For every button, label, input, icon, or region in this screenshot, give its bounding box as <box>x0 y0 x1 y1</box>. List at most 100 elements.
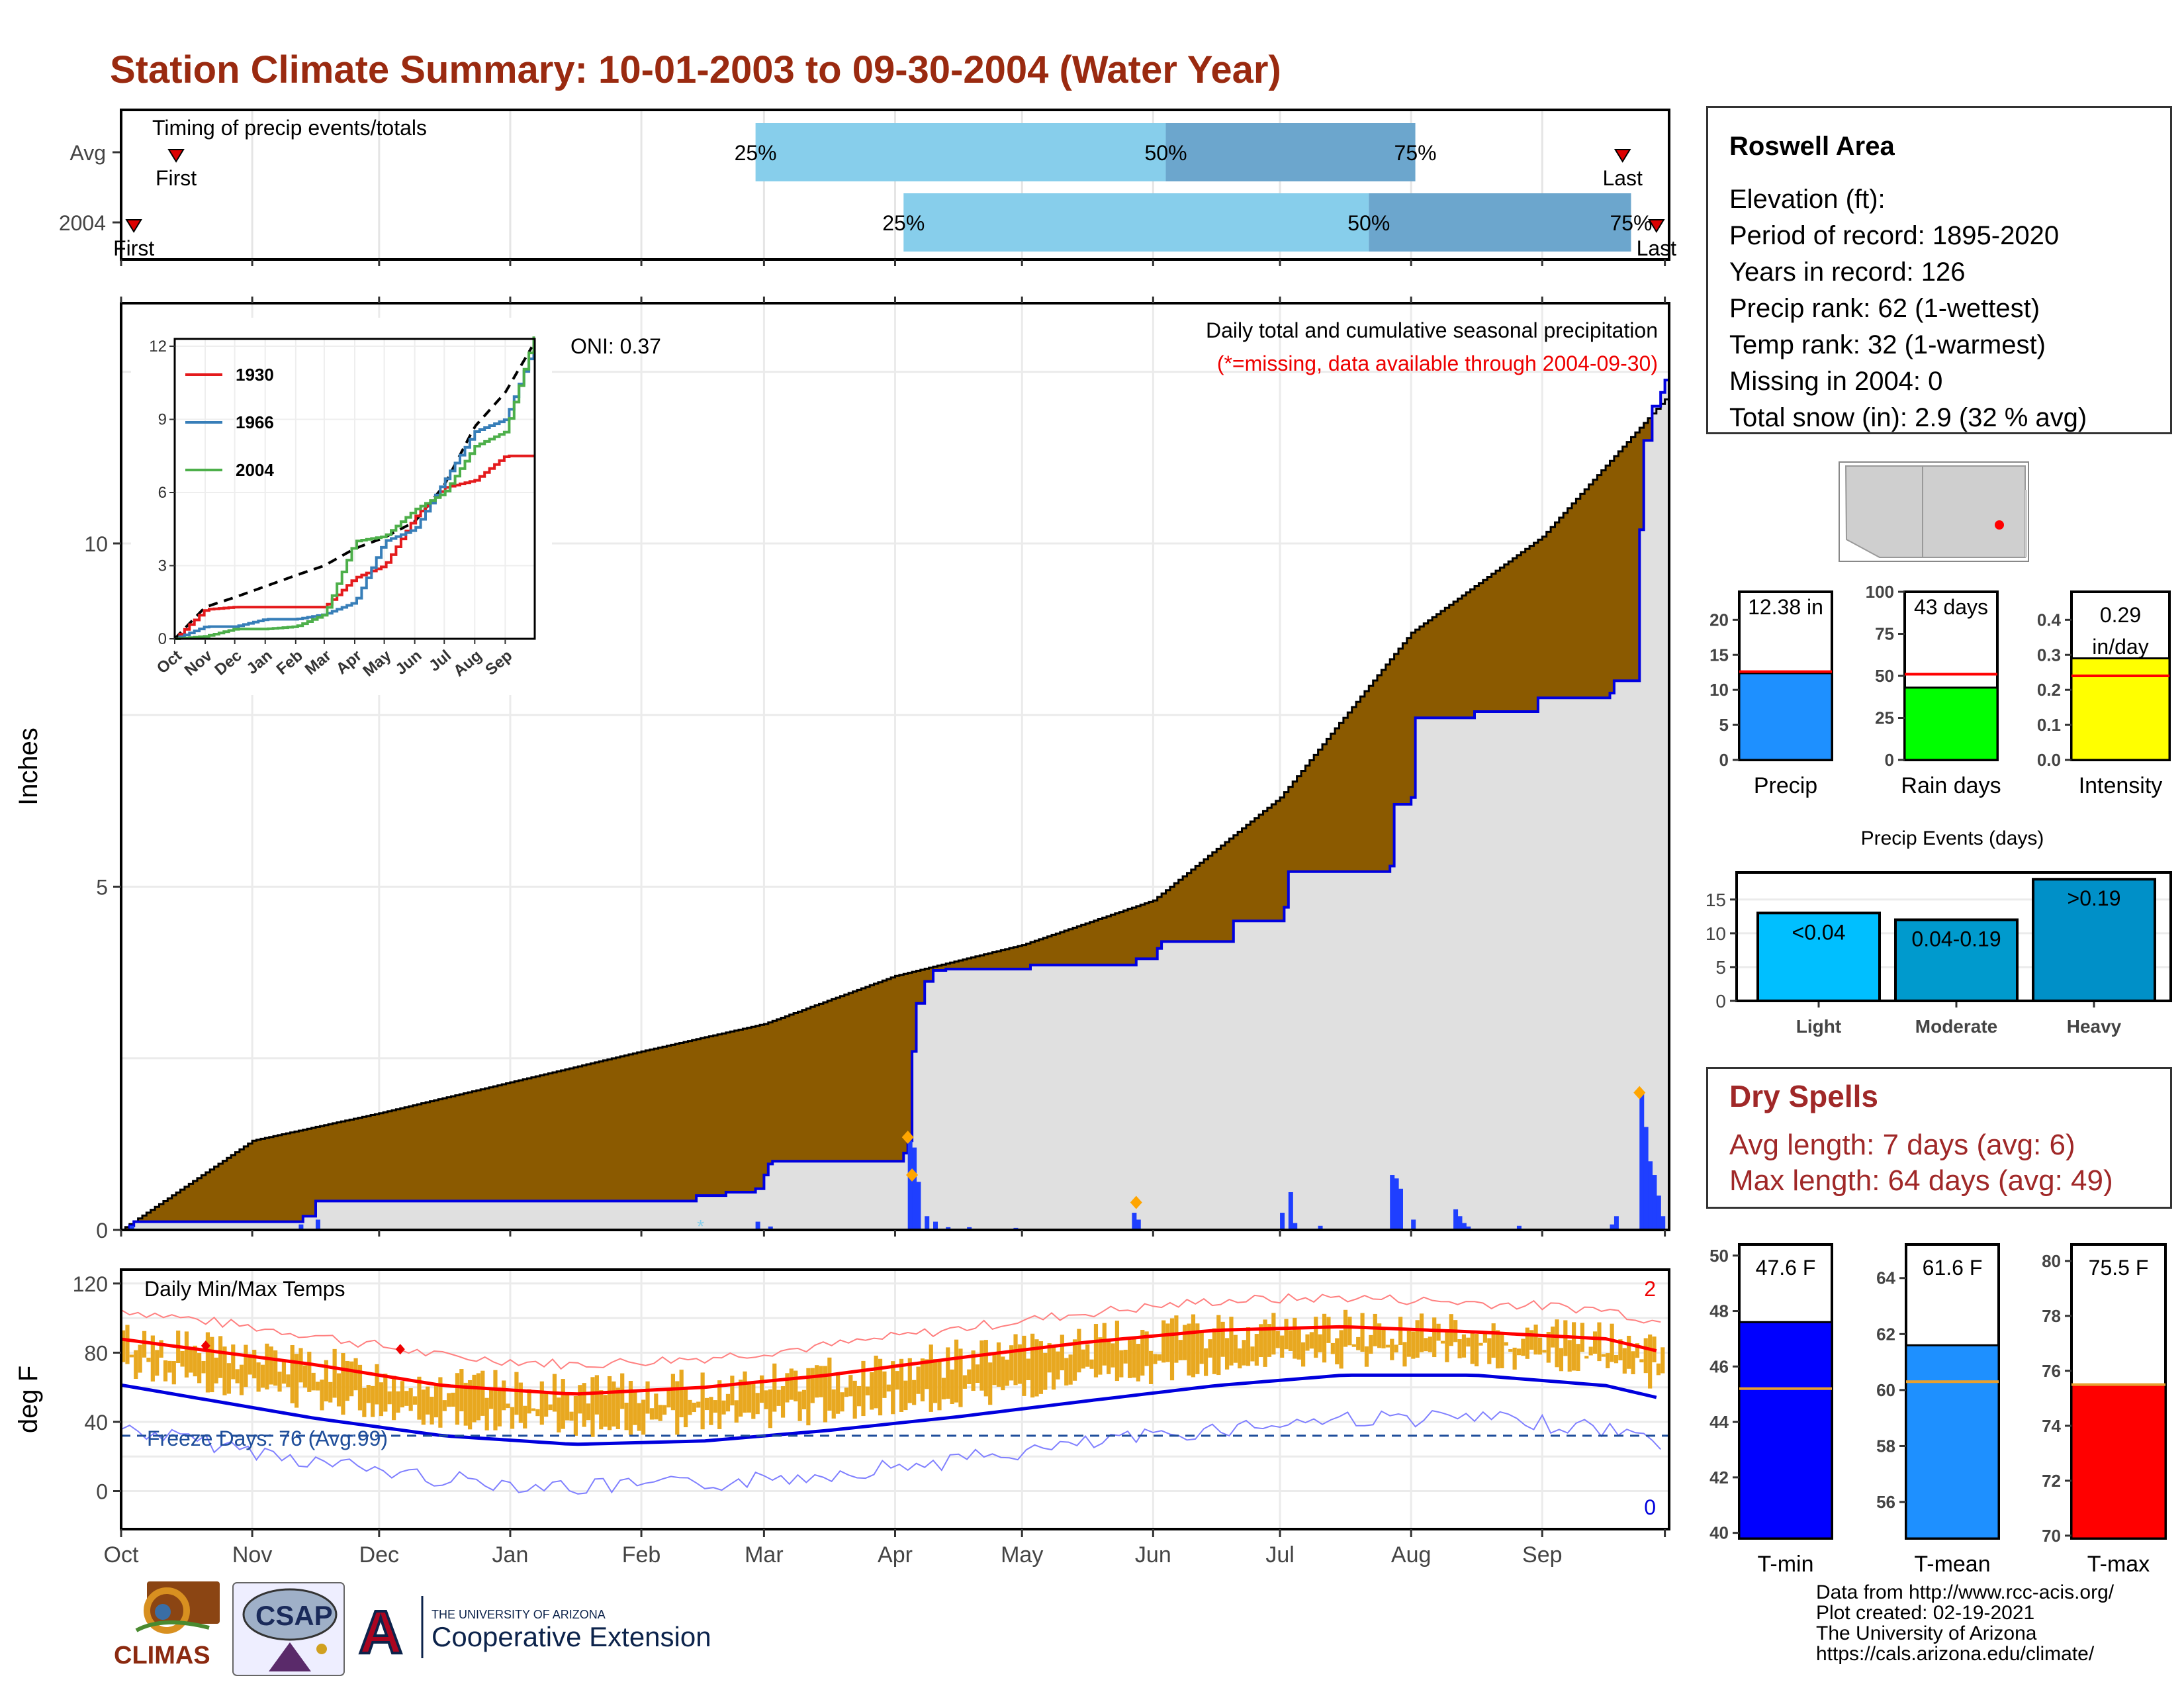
daily-temp-bar <box>1246 1327 1251 1366</box>
daily-temp-bar <box>637 1403 641 1431</box>
climas-logo: CLIMAS <box>114 1581 220 1669</box>
daily-temp-bar <box>1572 1322 1576 1371</box>
daily-precip-bar <box>1280 1213 1285 1230</box>
daily-precip-bar <box>1614 1216 1619 1230</box>
daily-temp-bar <box>801 1389 807 1410</box>
timing-bar-25-50 <box>755 123 1166 181</box>
daily-temp-bar <box>273 1350 278 1386</box>
precip-event-category: Heavy <box>2067 1016 2122 1037</box>
daily-temp-bar <box>633 1391 637 1425</box>
daily-temp-bar <box>1305 1334 1310 1351</box>
daily-temp-bar <box>298 1348 303 1383</box>
temp-bar-y-tick-label: 64 <box>1876 1268 1895 1288</box>
timing-row-label: Avg <box>69 141 106 165</box>
station-years: Years in record: 126 <box>1729 258 1966 287</box>
daily-temp-bar <box>1326 1317 1331 1343</box>
daily-temp-bar <box>1377 1323 1382 1348</box>
temp-bar-y-tick-label: 42 <box>1709 1468 1729 1487</box>
daily-precip-bar <box>1394 1178 1399 1230</box>
summary-y-tick-label: 20 <box>1709 610 1729 630</box>
daily-temp-bar <box>764 1390 768 1409</box>
daily-temp-bar <box>992 1354 997 1385</box>
daily-temp-bar <box>421 1389 426 1425</box>
daily-temp-bar <box>683 1389 688 1428</box>
record-precip-marker <box>1130 1196 1142 1209</box>
daily-temp-bar <box>1504 1342 1508 1346</box>
daily-temp-bar <box>925 1359 929 1389</box>
precip-events-chart: Precip Events (days) <0.04 Light 0.04-0.19 M… <box>1706 827 2172 1037</box>
precip-event-bar <box>2032 878 2156 1003</box>
summary-category-label: Precip <box>1754 773 1817 798</box>
daily-temp-bar <box>615 1387 620 1429</box>
daily-temp-bar <box>1521 1338 1525 1356</box>
daily-temp-bar <box>827 1357 832 1411</box>
daily-temp-bar <box>666 1387 671 1408</box>
daily-temp-bar <box>840 1392 844 1412</box>
daily-temp-bar <box>1284 1319 1289 1350</box>
temp-bar-y-tick-label: 78 <box>2042 1306 2061 1326</box>
map-new-mexico <box>1922 465 2026 558</box>
daily-temp-bar <box>1280 1335 1285 1358</box>
daily-temp-bar <box>336 1373 341 1407</box>
daily-temp-bar <box>725 1393 731 1412</box>
daily-temp-bar <box>1199 1332 1204 1364</box>
daily-precip-bar <box>1398 1188 1403 1230</box>
daily-temp-bar <box>1077 1329 1081 1373</box>
daily-temp-bar <box>155 1350 159 1376</box>
daily-temp-bar <box>1115 1321 1120 1382</box>
dry-spells-box: Dry Spells Avg length: 7 days (avg: 6) M… <box>1706 1067 2172 1209</box>
daily-temp-bar <box>1516 1348 1522 1356</box>
daily-temp-bar <box>1005 1359 1009 1386</box>
timing-p50-label: 50% <box>1144 141 1187 165</box>
daily-temp-bar <box>662 1405 667 1415</box>
daily-temp-bar <box>654 1393 659 1420</box>
current-year-cumulative-area <box>121 380 1669 1230</box>
daily-temp-bar <box>518 1382 523 1423</box>
daily-temp-bar <box>1436 1323 1441 1341</box>
last-event-marker <box>1614 149 1631 163</box>
daily-temp-bar <box>721 1400 726 1415</box>
record-high-line <box>120 1293 1661 1370</box>
daily-temp-bar <box>772 1363 777 1412</box>
summary-value-label: 12.38 in <box>1748 595 1823 619</box>
daily-temp-bar <box>1208 1339 1212 1358</box>
inset-y-tick-label: 6 <box>158 484 167 502</box>
daily-temp-bar <box>362 1387 367 1417</box>
daily-temp-bar <box>1229 1317 1234 1366</box>
daily-temp-bar <box>739 1380 743 1417</box>
precip-event-bar-label: 0.04-0.19 <box>1911 927 2001 951</box>
daily-temp-bar <box>1601 1354 1606 1357</box>
daily-temp-bar <box>539 1381 544 1425</box>
daily-temp-bar <box>1487 1338 1492 1364</box>
daily-temp-bar <box>328 1382 333 1403</box>
daily-temp-bar <box>806 1368 811 1426</box>
daily-temp-bar <box>1428 1336 1432 1352</box>
daily-temp-bar <box>371 1385 375 1417</box>
daily-temp-bar <box>856 1385 862 1407</box>
daily-precip-bar <box>1411 1219 1416 1230</box>
temp-x-tick-label: May <box>1001 1542 1043 1568</box>
daily-temp-bar <box>1406 1331 1411 1357</box>
temp-x-tick-label: Dec <box>359 1542 399 1568</box>
page-title: Station Climate Summary: 10-01-2003 to 0… <box>110 48 1281 91</box>
daily-temp-bar <box>222 1346 227 1395</box>
first-event-marker <box>167 149 185 163</box>
daily-temp-bar <box>594 1375 599 1415</box>
daily-precip-bar <box>1390 1175 1395 1230</box>
daily-temp-bar <box>459 1369 464 1412</box>
daily-temp-bar <box>971 1350 976 1391</box>
summary-value-bar <box>1903 686 1999 761</box>
summary-y-tick-label: 0.2 <box>2037 680 2061 700</box>
daily-temp-bar <box>692 1402 696 1413</box>
timing-p75-label: 75% <box>1610 211 1652 235</box>
daily-temp-bar <box>171 1361 176 1385</box>
avg-cumulative-line <box>121 398 1669 1231</box>
summary-y-tick-label: 50 <box>1875 666 1894 686</box>
daily-temp-bar <box>1022 1335 1026 1396</box>
daily-temp-bar <box>933 1359 938 1403</box>
inset-legend-label: 1966 <box>236 412 274 432</box>
daily-temp-bar <box>1592 1331 1598 1354</box>
station-temp-rank: Temp rank: 32 (1-warmest) <box>1729 330 2046 359</box>
summary-y-tick-label: 0.3 <box>2037 645 2061 665</box>
daily-temp-bar <box>514 1372 519 1415</box>
